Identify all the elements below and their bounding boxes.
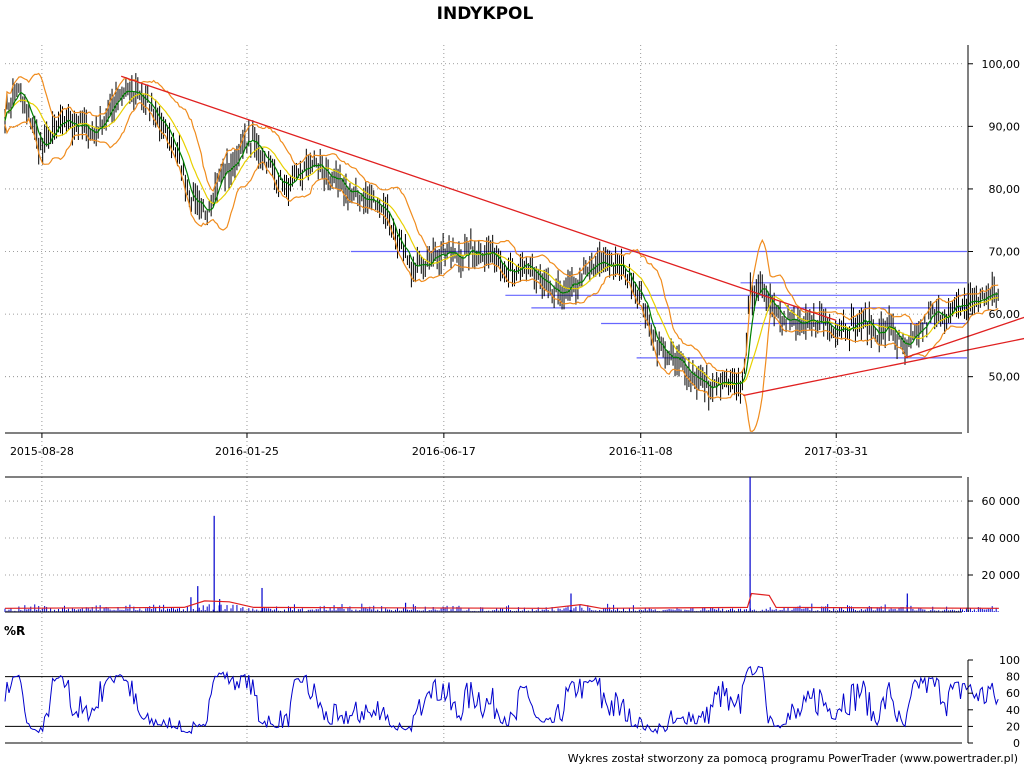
moving-average-fast-line bbox=[4, 90, 999, 389]
trendline bbox=[120, 75, 837, 321]
price-y-tick-label: 90,00 bbox=[989, 120, 1021, 133]
volume-panel: 60 000 40 000 20 000 bbox=[4, 476, 1020, 613]
price-y-tick-label: 70,00 bbox=[989, 246, 1021, 259]
williams-r-line bbox=[4, 665, 999, 735]
williams-r-level-lines bbox=[5, 676, 962, 727]
price-y-ticks: 100,00 90,00 80,00 70,00 60,00 50,00 bbox=[968, 58, 1020, 384]
williams-r-y-tick-label: 80 bbox=[1006, 671, 1020, 684]
williams-r-y-tick-label: 0 bbox=[1013, 737, 1020, 750]
price-candles bbox=[4, 73, 999, 411]
volume-average-line bbox=[4, 592, 999, 609]
bollinger-lower-line bbox=[4, 101, 999, 433]
williams-r-y-tick-label: 20 bbox=[1006, 720, 1020, 733]
footer-credit: Wykres został stworzony za pomocą progra… bbox=[568, 752, 1018, 765]
price-y-tick-label: 60,00 bbox=[989, 308, 1021, 321]
volume-y-tick-label: 20 000 bbox=[982, 569, 1021, 582]
williams-r-y-tick-label: 100 bbox=[999, 654, 1020, 667]
price-y-tick-label: 50,00 bbox=[989, 371, 1021, 384]
volume-y-tick-label: 60 000 bbox=[982, 495, 1021, 508]
price-x-tick-label: 2016-01-25 bbox=[215, 445, 279, 458]
volume-y-ticks: 60 000 40 000 20 000 bbox=[968, 495, 1020, 582]
chart-title: INDYKPOL bbox=[437, 4, 534, 24]
williams-r-panel: %R 100 80 60 40 20 0 bbox=[4, 624, 1020, 750]
price-x-tick-label: 2015-08-28 bbox=[10, 445, 74, 458]
trendlines bbox=[120, 75, 1024, 397]
williams-r-y-ticks: 100 80 60 40 20 0 bbox=[968, 654, 1020, 750]
trendline bbox=[904, 316, 1024, 359]
williams-r-label: %R bbox=[4, 624, 25, 638]
volume-y-tick-label: 40 000 bbox=[982, 532, 1021, 545]
price-x-ticks: 2015-08-28 2016-01-25 2016-06-17 2016-11-08… bbox=[10, 433, 868, 458]
price-y-tick-label: 100,00 bbox=[982, 58, 1021, 71]
trendline bbox=[743, 337, 1024, 397]
price-y-tick-label: 80,00 bbox=[989, 183, 1021, 196]
williams-r-y-tick-label: 40 bbox=[1006, 704, 1020, 717]
price-x-tick-label: 2017-03-31 bbox=[804, 445, 868, 458]
price-x-tick-label: 2016-11-08 bbox=[609, 445, 673, 458]
williams-r-y-tick-label: 60 bbox=[1006, 687, 1020, 700]
bollinger-upper-line bbox=[4, 72, 999, 375]
price-panel: 100,00 90,00 80,00 70,00 60,00 50,00 2015-08-… bbox=[4, 45, 1024, 458]
price-x-tick-label: 2016-06-17 bbox=[412, 445, 476, 458]
moving-average-slow-line bbox=[4, 93, 999, 386]
